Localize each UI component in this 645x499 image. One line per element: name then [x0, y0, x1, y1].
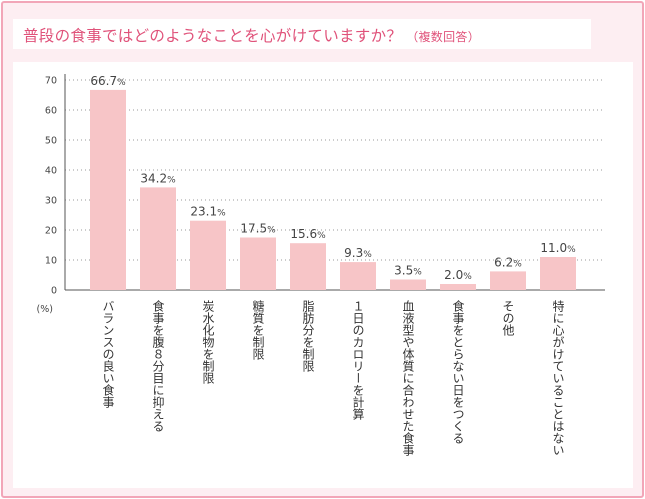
bar-value-label: 17.5% — [240, 222, 276, 236]
bar — [290, 243, 326, 290]
bar — [540, 257, 576, 290]
bar-value-label: 6.2% — [494, 255, 522, 269]
category-label: 特に心がけていることはない — [551, 299, 565, 456]
bar-value-label: 2.0% — [444, 268, 472, 282]
y-tick-label: 30 — [45, 196, 57, 207]
y-axis-unit-label: (%) — [37, 304, 53, 315]
bar — [90, 89, 126, 291]
chart-title: 普段の食事ではどのようなことを心がけていますか？ （複数回答） — [23, 27, 481, 45]
category-label: 食事をとらない日をつくる — [451, 299, 465, 444]
category-label: １日のカロリーを計算 — [351, 300, 365, 420]
bar-value-label: 23.1% — [190, 205, 226, 219]
y-tick-label: 10 — [45, 256, 57, 267]
bar — [390, 279, 426, 290]
title-bar: 普段の食事ではどのようなことを心がけていますか？ （複数回答） — [13, 19, 591, 49]
category-label: その他 — [501, 300, 515, 336]
bar-value-label: 9.3% — [344, 246, 372, 260]
category-label: 食事を腹８分目に抑える — [151, 299, 165, 432]
y-tick-label: 50 — [45, 136, 57, 147]
bar — [140, 187, 176, 290]
bar — [440, 284, 476, 290]
chart-panel: 0 10 20 30 40 50 60 70 (%) 66.7% バランスの良い食事 34.2% 食事を… — [13, 62, 633, 488]
category-label: 脂肪分を制限 — [301, 299, 315, 372]
bar-chart: 0 10 20 30 40 50 60 70 (%) 66.7% バランスの良い食事 34.2% 食事を… — [37, 74, 605, 456]
y-tick-label: 0 — [51, 286, 57, 297]
bar-value-label: 15.6% — [290, 227, 326, 241]
bar-value-label: 34.2% — [140, 171, 176, 185]
bar-value-label: 66.7% — [90, 74, 126, 88]
bar-value-label: 11.0% — [540, 241, 576, 255]
y-tick-label: 40 — [45, 166, 57, 177]
category-label: バランスの良い食事 — [101, 300, 115, 408]
chart-subtitle: （複数回答） — [406, 30, 481, 44]
bar — [240, 237, 276, 290]
y-tick-label: 60 — [45, 106, 57, 117]
category-label: 糖質を制限 — [251, 299, 265, 360]
category-label: 炭水化物を制限 — [201, 300, 215, 384]
bar — [340, 262, 376, 290]
bar — [190, 220, 226, 290]
bar-value-label: 3.5% — [394, 264, 422, 278]
category-label: 血液型や体質に合わせた食事 — [401, 300, 415, 456]
y-tick-label: 70 — [45, 76, 57, 87]
bar — [490, 271, 526, 290]
y-tick-label: 20 — [45, 226, 57, 237]
